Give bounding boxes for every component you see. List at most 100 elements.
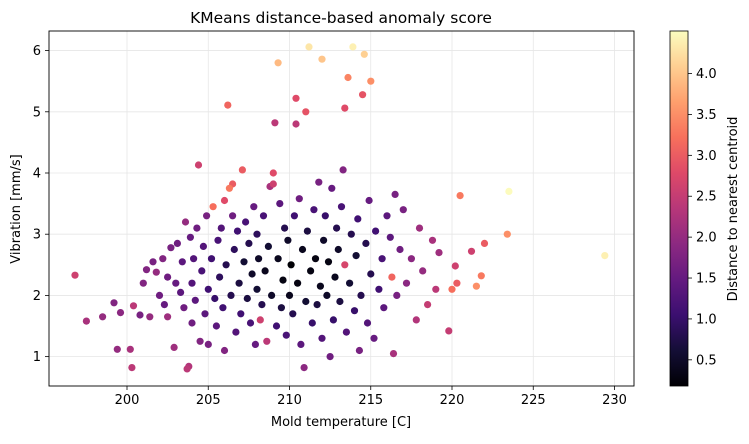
y-tick-label: 3 (33, 228, 41, 243)
data-point (99, 313, 107, 321)
data-point (391, 190, 399, 198)
y-tick-label: 2 (33, 289, 41, 304)
colorbar-tick-label: 2.0 (696, 231, 717, 246)
data-point (188, 279, 196, 287)
data-point (324, 258, 333, 266)
data-point (268, 291, 276, 299)
data-point (194, 161, 203, 169)
data-point (71, 271, 79, 279)
data-point (204, 285, 212, 293)
data-point (297, 340, 305, 348)
data-point (339, 166, 347, 174)
data-point (242, 218, 250, 226)
data-point (601, 252, 609, 260)
data-point (318, 55, 326, 63)
data-point (212, 322, 220, 330)
data-point (235, 279, 243, 287)
data-point (346, 279, 354, 287)
data-point (272, 322, 281, 330)
data-point (113, 345, 121, 353)
data-point (453, 279, 461, 287)
data-point (378, 255, 386, 263)
data-point (350, 307, 359, 315)
data-point (269, 169, 277, 177)
data-point (344, 73, 352, 82)
data-point (341, 261, 349, 269)
x-tick-label: 215 (358, 393, 383, 408)
data-point (456, 192, 464, 200)
data-point (308, 319, 316, 327)
data-point (186, 233, 194, 241)
data-point (259, 212, 268, 220)
data-point (386, 233, 394, 241)
data-point (167, 244, 175, 252)
data-point (211, 294, 219, 303)
data-point (313, 301, 321, 309)
data-point (298, 245, 307, 254)
data-point (219, 304, 227, 312)
data-point (238, 166, 246, 174)
data-point (328, 184, 336, 192)
data-point (349, 43, 357, 51)
data-point (294, 279, 302, 287)
data-point (310, 206, 318, 214)
data-point (329, 316, 337, 324)
data-point (170, 343, 178, 351)
data-point (354, 215, 362, 223)
data-point (199, 242, 207, 250)
data-point (448, 285, 456, 293)
data-point (183, 365, 191, 373)
data-point (248, 270, 256, 278)
data-point (302, 297, 310, 306)
data-point (261, 267, 269, 275)
colorbar-tick-label: 0.5 (696, 353, 717, 368)
data-point (375, 285, 383, 293)
data-point (222, 261, 230, 269)
data-point (181, 218, 190, 226)
y-tick-label: 6 (33, 44, 41, 59)
data-point (407, 255, 415, 263)
data-point (285, 291, 294, 299)
data-point (292, 94, 300, 102)
data-point (279, 276, 287, 284)
colorbar (669, 30, 689, 387)
data-point (303, 227, 311, 235)
data-point (432, 285, 440, 293)
data-point (227, 291, 235, 299)
data-point (271, 119, 279, 127)
data-point (164, 313, 172, 321)
data-point (177, 288, 185, 296)
data-point (445, 327, 453, 335)
colorbar-tick-label: 4.0 (696, 67, 717, 82)
data-point (224, 101, 232, 109)
data-point (225, 184, 233, 192)
data-point (393, 291, 401, 299)
data-point (355, 346, 363, 355)
data-point (451, 262, 459, 270)
colorbar-tick-label: 3.5 (696, 108, 717, 123)
data-point (110, 299, 118, 307)
data-point (311, 255, 320, 263)
data-point (139, 279, 147, 287)
data-point (331, 273, 339, 281)
data-point (129, 302, 138, 310)
y-tick-label: 5 (33, 105, 41, 120)
data-point (295, 195, 303, 203)
x-tick-label: 210 (277, 393, 302, 408)
data-point (402, 279, 411, 287)
data-point (503, 230, 511, 238)
data-point (178, 258, 186, 266)
data-point (341, 104, 349, 112)
data-point (370, 334, 378, 342)
data-point (505, 187, 513, 195)
data-point (334, 245, 342, 254)
x-tick-label: 205 (196, 393, 221, 408)
colorbar-label: Distance to nearest centroid (726, 117, 741, 302)
data-point (428, 236, 437, 244)
data-point (321, 212, 329, 220)
data-point (276, 200, 284, 208)
data-point (82, 317, 90, 325)
data-point (287, 261, 295, 269)
data-point (237, 310, 245, 318)
